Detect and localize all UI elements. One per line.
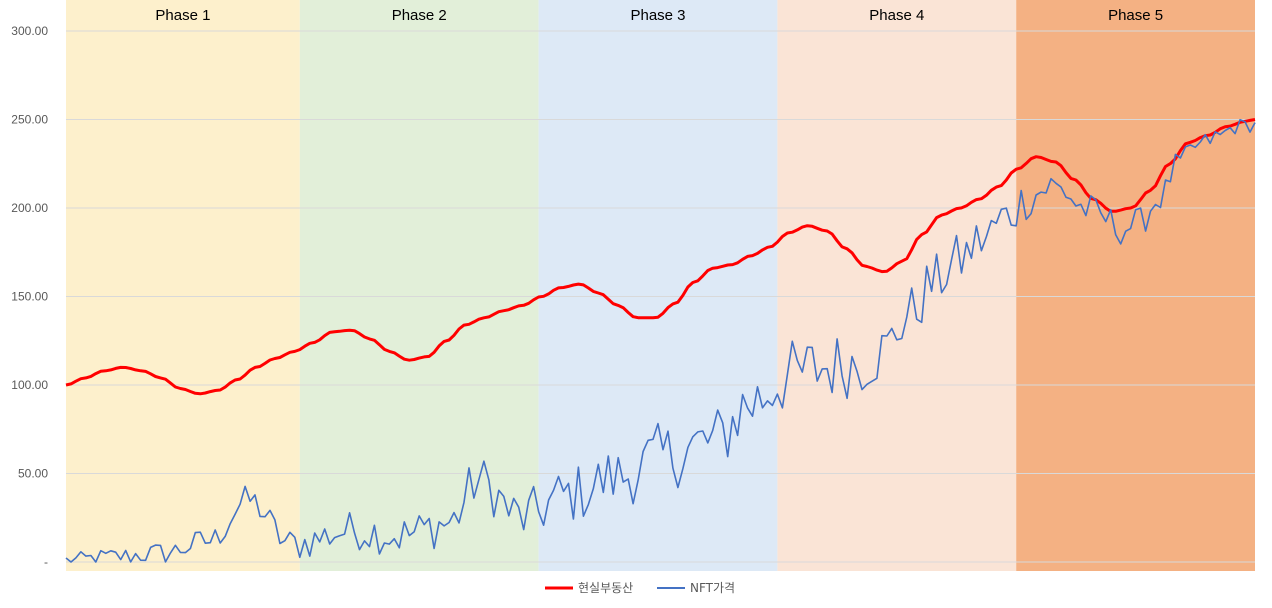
series-line-real-estate (65, 118, 1256, 396)
phase-label: Phase 5 (1108, 7, 1163, 24)
phase-label: Phase 1 (155, 7, 210, 24)
y-tick-label: 250.00 (11, 113, 48, 127)
series-line-nft-price (65, 118, 1256, 563)
y-tick-label: 50.00 (18, 467, 48, 481)
y-axis-tick-labels: - 50.00 100.00 150.00 200.00 250.00 300.00 (11, 24, 48, 569)
gridlines (66, 30, 1255, 563)
y-tick-label: 200.00 (11, 201, 48, 215)
y-tick-label: 100.00 (11, 378, 48, 392)
phase-band (1016, 0, 1255, 571)
phase-band (299, 0, 539, 571)
y-tick-label: - (44, 555, 48, 569)
phase-band (66, 0, 300, 571)
y-tick-label: 300.00 (11, 24, 48, 38)
phase-label: Phase 3 (630, 7, 685, 24)
y-tick-label: 150.00 (11, 290, 48, 304)
phase-band (777, 0, 1017, 571)
phase-labels: Phase 1 Phase 2 Phase 3 Phase 4 Phase 5 (155, 7, 1163, 24)
legend-label: NFT가격 (690, 581, 735, 595)
phase-bands (66, 0, 1255, 571)
series-lines (65, 118, 1256, 563)
legend: 현실부동산 NFT가격 (545, 581, 735, 595)
legend-label: 현실부동산 (578, 581, 633, 595)
phase-label: Phase 4 (869, 7, 924, 24)
phase-label: Phase 2 (392, 7, 447, 24)
